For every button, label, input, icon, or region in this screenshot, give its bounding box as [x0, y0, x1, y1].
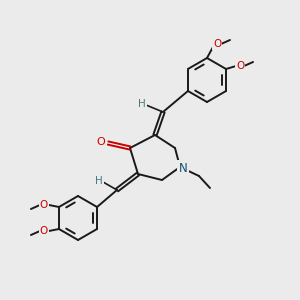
- Text: H: H: [95, 176, 103, 186]
- Text: N: N: [178, 161, 188, 175]
- Text: O: O: [40, 226, 48, 236]
- Text: O: O: [213, 39, 221, 49]
- Text: O: O: [40, 200, 48, 210]
- Text: O: O: [97, 137, 105, 147]
- Text: O: O: [236, 61, 244, 71]
- Text: H: H: [138, 99, 146, 109]
